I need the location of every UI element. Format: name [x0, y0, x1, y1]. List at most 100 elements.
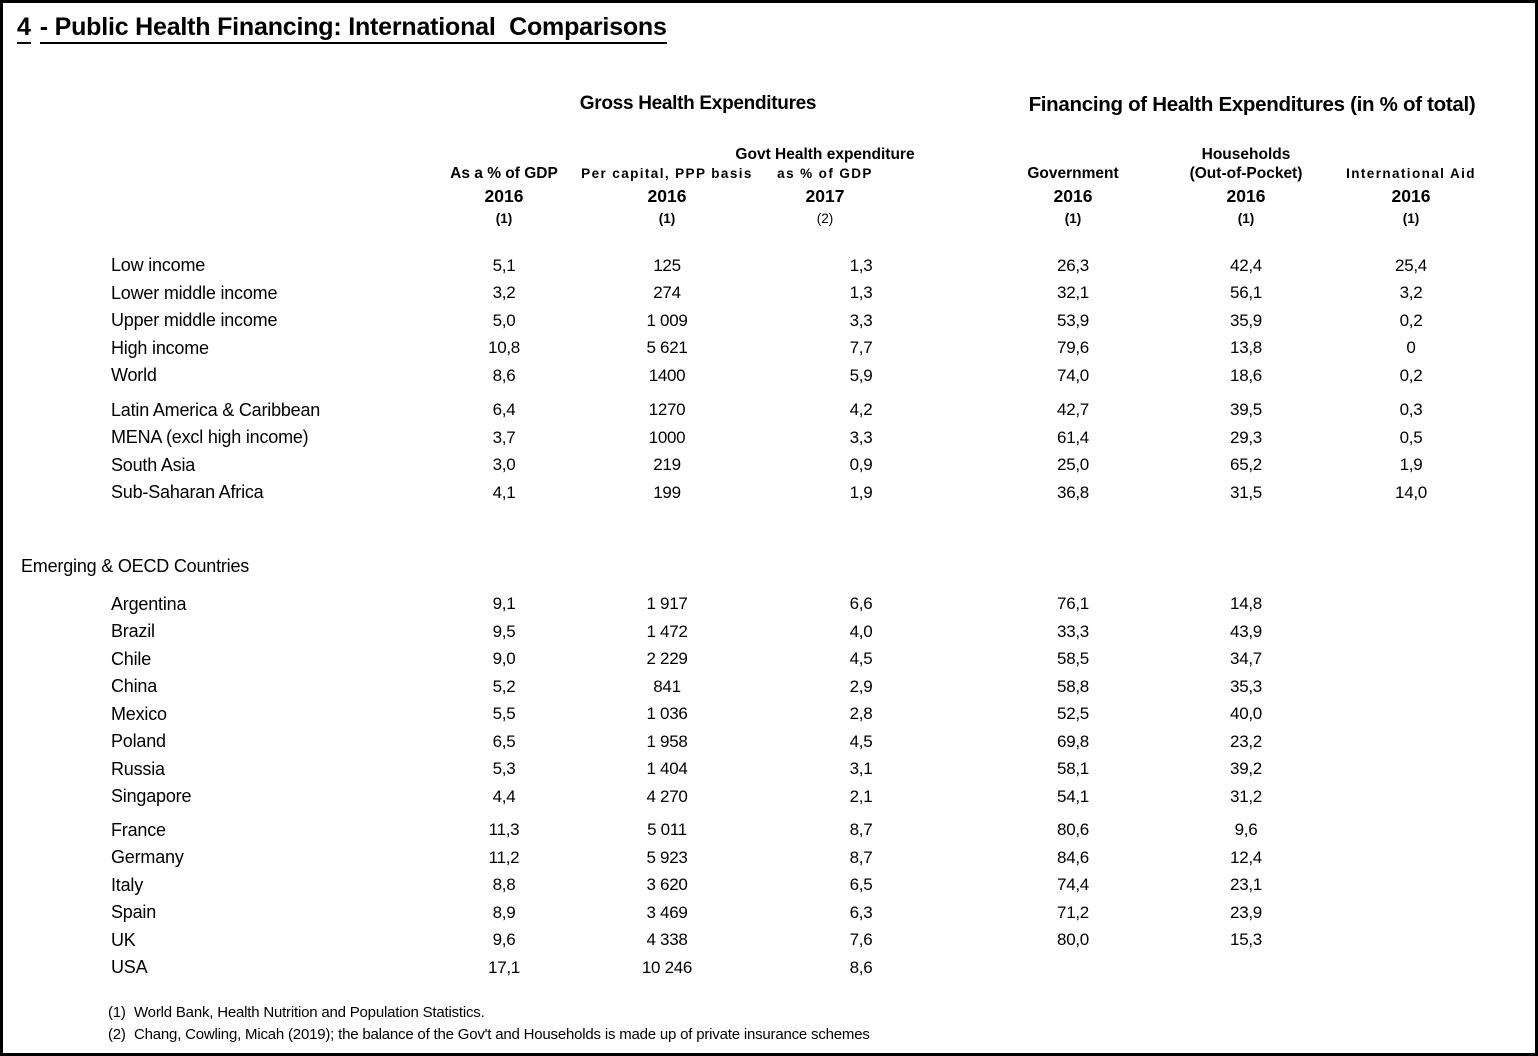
footnote-ref: (2)	[108, 1025, 126, 1043]
ref-households: (1)	[1237, 211, 1255, 226]
cell-value: 1,3	[849, 283, 873, 303]
cell-value: 74,4	[1057, 875, 1089, 895]
cell-value: 69,8	[1057, 731, 1089, 751]
row-label: Spain	[111, 902, 157, 923]
cell-value: 25,0	[1057, 455, 1089, 475]
table-row: Sub-Saharan Africa 4,1 199 1,9 36,8 31,5 14,0	[17, 479, 1535, 507]
cell-value: 4,5	[849, 649, 873, 669]
table-row: Lower middle income 3,2 274 1,3 32,1 56,1 3,2	[17, 280, 1535, 308]
row-cluster: Latin America & Caribbean 6,4 1270 4,2 42,7 3…	[17, 397, 1535, 507]
row-label: Russia	[111, 758, 165, 779]
cell-value: 1,3	[849, 255, 873, 275]
cell-value: 33,3	[1057, 621, 1089, 641]
cell-value: 80,0	[1057, 930, 1089, 950]
cell-value: 14,0	[1395, 482, 1427, 502]
cell-value: 1 917	[646, 594, 688, 614]
cell-value: 76,1	[1057, 594, 1089, 614]
cell-value: 6,3	[849, 902, 873, 922]
cell-value: 1 958	[646, 731, 688, 751]
cell-value: 2,8	[849, 704, 873, 724]
section-title: Emerging & OECD Countries	[21, 555, 250, 576]
health-financing-table: Gross Health Expenditures Financing of H…	[17, 93, 1535, 982]
cell-value: 1 009	[646, 310, 688, 330]
column-header-households-line2: (Out-of-Pocket)	[1189, 165, 1303, 182]
cell-value: 0,9	[849, 455, 873, 475]
cell-value: 4,5	[849, 731, 873, 751]
page-title: 4 - Public Health Financing: Internationa…	[17, 13, 1535, 44]
cell-value: 13,8	[1230, 338, 1262, 358]
cell-value: 2,9	[849, 676, 873, 696]
group-header-gross-expenditures: Gross Health Expenditures	[579, 93, 817, 114]
cell-value: 5,9	[849, 365, 873, 385]
cell-value: 8,9	[492, 902, 516, 922]
row-label: Upper middle income	[111, 310, 278, 331]
row-cluster: Low income 5,1 125 1,3 26,3 42,4 25,4 Lower mid…	[17, 252, 1535, 390]
row-label: Latin America & Caribbean	[111, 399, 321, 420]
table-row: Russia 5,3 1 404 3,1 58,1 39,2	[17, 756, 1535, 784]
year-international-aid: 2016	[1391, 186, 1431, 206]
row-label: UK	[111, 929, 136, 950]
table-row: MENA (excl high income) 3,7 1000 3,3 61,4 29,…	[17, 424, 1535, 452]
cell-value: 4,4	[492, 786, 516, 806]
ref-govt-expenditure: (2)	[816, 211, 834, 226]
cell-value: 8,7	[849, 820, 873, 840]
cell-value: 3 620	[646, 875, 688, 895]
cell-value: 125	[653, 255, 681, 275]
row-label: Argentina	[111, 593, 187, 614]
row-label: France	[111, 819, 166, 840]
cell-value: 8,6	[492, 365, 516, 385]
cell-value: 43,9	[1230, 621, 1262, 641]
cell-value: 9,6	[1234, 820, 1258, 840]
cell-value: 35,3	[1230, 676, 1262, 696]
cell-value: 71,2	[1057, 902, 1089, 922]
title-number: 4	[17, 13, 31, 44]
cell-value: 40,0	[1230, 704, 1262, 724]
footnote-text: World Bank, Health Nutrition and Populat…	[134, 1003, 485, 1021]
cell-value: 219	[653, 455, 681, 475]
cell-value: 32,1	[1057, 283, 1089, 303]
cell-value: 2,1	[849, 786, 873, 806]
row-label: MENA (excl high income)	[111, 427, 309, 448]
row-label: Brazil	[111, 621, 155, 642]
column-header-govt-expenditure-line2: as % of GDP	[777, 166, 873, 181]
row-label: Poland	[111, 731, 166, 752]
table-row: Latin America & Caribbean 6,4 1270 4,2 42,7 3…	[17, 397, 1535, 425]
cell-value: 5,3	[492, 759, 516, 779]
footnotes: (1) World Bank, Health Nutrition and Popu…	[108, 1002, 1535, 1046]
cell-value: 4 270	[646, 786, 688, 806]
cell-value: 7,7	[849, 338, 873, 358]
years-spacer	[17, 183, 429, 209]
cell-value: 9,1	[492, 594, 516, 614]
table-row: Spain 8,9 3 469 6,3 71,2 23,9	[17, 899, 1535, 927]
cell-value: 26,3	[1057, 255, 1089, 275]
cell-value: 11,2	[488, 847, 520, 867]
cell-value: 17,1	[488, 957, 520, 977]
column-header-per-capita: Per capital, PPP basis	[581, 166, 753, 181]
ref-per-capita: (1)	[658, 211, 676, 226]
title-text: - Public Health Financing: International…	[39, 13, 667, 44]
column-header-govt-expenditure-line1: Govt Health expenditure	[735, 146, 915, 163]
row-label: Germany	[111, 847, 184, 868]
cell-value: 23,1	[1230, 875, 1262, 895]
cell-value: 15,3	[1230, 930, 1262, 950]
cell-value: 54,1	[1057, 786, 1089, 806]
column-header-government: Government	[1027, 165, 1119, 182]
column-header-households: Households (Out-of-Pocket)	[1179, 145, 1313, 183]
cell-value: 74,0	[1057, 365, 1089, 385]
table-row: Low income 5,1 125 1,3 26,3 42,4 25,4	[17, 252, 1535, 280]
column-refs-row: (1) (1) (2) (1) (1) (1)	[17, 209, 1535, 233]
cell-value: 23,2	[1230, 731, 1262, 751]
cell-value: 8,8	[492, 875, 516, 895]
table-row: Brazil 9,5 1 472 4,0 33,3 43,9	[17, 618, 1535, 646]
cell-value: 5 621	[646, 338, 688, 358]
table-row: World 8,6 1400 5,9 74,0 18,6 0,2	[17, 362, 1535, 390]
cell-value: 5,2	[492, 676, 516, 696]
column-header-gdp-pct: As a % of GDP	[450, 165, 558, 182]
cell-value: 4 338	[646, 930, 688, 950]
cell-value: 23,9	[1230, 902, 1262, 922]
footnote-ref: (1)	[108, 1003, 126, 1021]
refs-spacer	[17, 209, 429, 233]
table-row: Mexico 5,5 1 036 2,8 52,5 40,0	[17, 701, 1535, 729]
row-label: World	[111, 365, 157, 386]
cell-value: 61,4	[1057, 427, 1089, 447]
